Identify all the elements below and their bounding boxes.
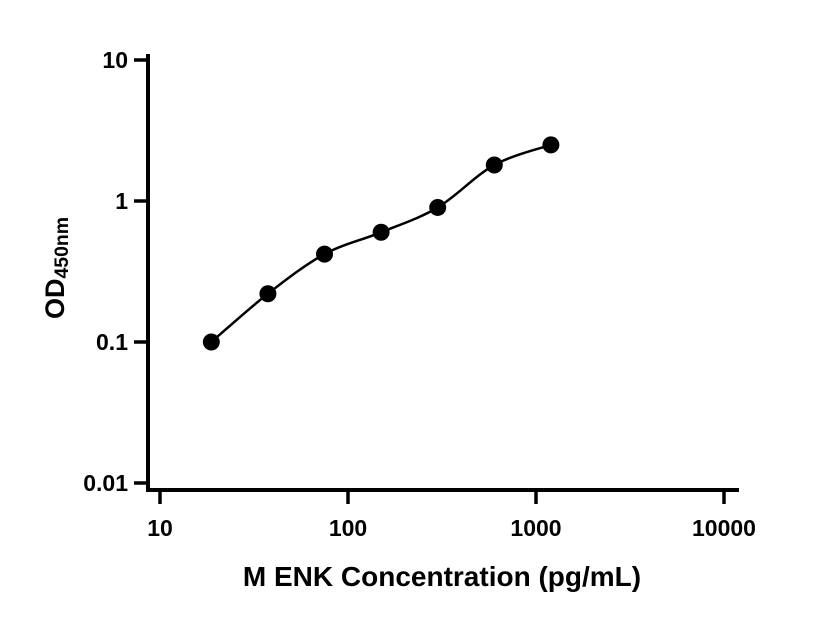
data-point [259, 285, 277, 303]
y-tick-label: 10 [102, 47, 128, 73]
axes-lines [146, 54, 739, 492]
data-point [485, 156, 503, 174]
x-tick-label: 100 [329, 515, 367, 541]
data-point [372, 223, 390, 241]
x-tick-label: 10 [147, 515, 173, 541]
x-tick-label: 1000 [510, 515, 561, 541]
data-point [542, 136, 560, 154]
y-axis-title: OD450nm [40, 217, 74, 319]
y-axis-title-subscript: 450nm [51, 216, 74, 279]
data-point [202, 333, 220, 351]
y-tick-label: 0.01 [83, 470, 128, 496]
data-point [429, 198, 447, 216]
y-axis-title-main: OD [39, 278, 70, 320]
x-tick-label: 10000 [692, 515, 756, 541]
fit-line [210, 143, 552, 343]
data-point [316, 245, 334, 263]
y-tick-label: 1 [115, 188, 128, 214]
x-axis-title: M ENK Concentration (pg/mL) [242, 561, 642, 592]
y-tick-label: 0.1 [96, 329, 128, 355]
